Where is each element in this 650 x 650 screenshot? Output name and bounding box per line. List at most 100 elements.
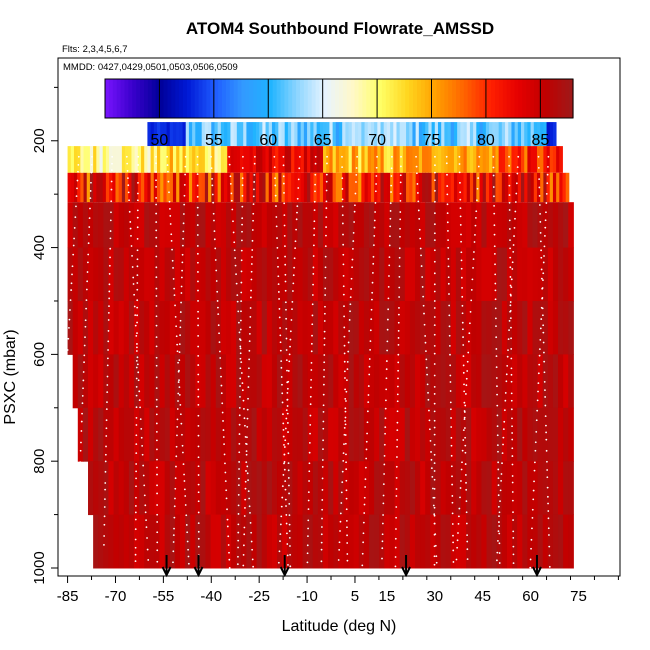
profile-point xyxy=(343,426,346,429)
profile-point xyxy=(375,166,378,169)
profile-point xyxy=(110,188,113,191)
profile-point xyxy=(240,239,243,242)
profile-point xyxy=(109,230,112,232)
colorbar-swatch xyxy=(553,79,558,118)
profile-point xyxy=(536,409,539,412)
data-cell xyxy=(476,247,482,302)
profile-point xyxy=(137,192,139,195)
profile-point xyxy=(135,416,138,419)
profile-point xyxy=(155,179,157,182)
data-cell xyxy=(420,354,426,409)
profile-point xyxy=(382,494,385,497)
colorbar-swatch xyxy=(108,79,114,118)
data-cell xyxy=(374,514,380,569)
data-cell xyxy=(471,202,477,249)
profile-point xyxy=(433,283,436,286)
data-cell xyxy=(246,300,253,355)
profile-point xyxy=(509,294,512,297)
profile-point xyxy=(171,259,174,262)
profile-point xyxy=(136,288,139,291)
data-cell xyxy=(200,247,207,302)
profile-point xyxy=(430,467,433,470)
profile-point xyxy=(472,258,475,261)
profile-point xyxy=(361,564,364,567)
profile-point xyxy=(217,313,220,316)
colorbar-swatch xyxy=(541,79,547,118)
data-cell xyxy=(281,146,286,173)
data-cell xyxy=(354,146,359,173)
data-cell xyxy=(565,172,570,203)
data-cell xyxy=(460,172,464,203)
profile-point xyxy=(170,239,173,242)
profile-point xyxy=(433,419,436,422)
profile-point xyxy=(434,189,436,192)
profile-point xyxy=(132,283,135,285)
profile-point xyxy=(287,380,290,383)
profile-point xyxy=(512,530,515,533)
profile-point xyxy=(283,461,286,463)
profile-point xyxy=(511,499,514,502)
profile-point xyxy=(237,539,240,542)
data-cell xyxy=(420,300,426,355)
profile-point xyxy=(399,211,402,213)
profile-point xyxy=(177,361,180,364)
profile-point xyxy=(155,295,158,297)
profile-point xyxy=(396,421,399,424)
data-cell xyxy=(220,461,227,516)
profile-point xyxy=(368,365,371,368)
profile-point xyxy=(537,372,540,375)
profile-point xyxy=(156,549,159,552)
data-cell xyxy=(420,407,426,462)
profile-point xyxy=(240,270,243,273)
profile-point xyxy=(395,476,398,479)
x-tick-label: -55 xyxy=(153,588,175,605)
data-cell xyxy=(251,300,258,355)
data-cell xyxy=(501,407,508,462)
data-cell xyxy=(319,122,324,147)
profile-point xyxy=(80,430,83,432)
data-cell xyxy=(227,172,231,203)
profile-point xyxy=(462,429,465,432)
colorbar-swatch xyxy=(432,79,438,118)
profile-point xyxy=(494,289,497,292)
data-cell xyxy=(445,407,452,462)
profile-point xyxy=(155,405,158,408)
profile-point xyxy=(400,165,402,168)
data-cell xyxy=(302,514,309,569)
colorbar-swatch xyxy=(206,79,211,118)
data-cell xyxy=(527,172,531,203)
data-cell xyxy=(98,247,104,302)
profile-point xyxy=(446,185,449,187)
data-cell xyxy=(501,461,508,516)
data-cell xyxy=(312,300,319,355)
data-cell xyxy=(418,172,423,203)
profile-point xyxy=(445,162,448,165)
profile-point xyxy=(238,442,241,445)
profile-point xyxy=(433,478,436,481)
data-cell xyxy=(144,247,150,302)
profile-point xyxy=(389,225,392,228)
profile-point xyxy=(448,334,451,337)
data-cell xyxy=(174,300,181,355)
profile-point xyxy=(544,404,547,407)
data-cell xyxy=(402,172,407,203)
colorbar-swatch xyxy=(436,79,441,118)
profile-point xyxy=(176,350,179,353)
data-cell xyxy=(435,407,442,462)
profile-point xyxy=(461,286,463,289)
profile-point xyxy=(460,480,462,482)
data-cell xyxy=(489,146,493,173)
data-cell xyxy=(144,354,150,409)
profile-point xyxy=(298,167,301,170)
profile-point xyxy=(237,484,240,487)
profile-point xyxy=(325,189,328,192)
data-cell xyxy=(108,202,115,249)
data-cell xyxy=(302,202,309,249)
profile-point xyxy=(511,261,514,264)
data-cell xyxy=(482,146,487,173)
data-cell xyxy=(361,172,365,203)
data-cell xyxy=(511,122,516,147)
data-cell xyxy=(123,247,130,302)
profile-point xyxy=(286,387,289,390)
data-cell xyxy=(72,247,79,302)
